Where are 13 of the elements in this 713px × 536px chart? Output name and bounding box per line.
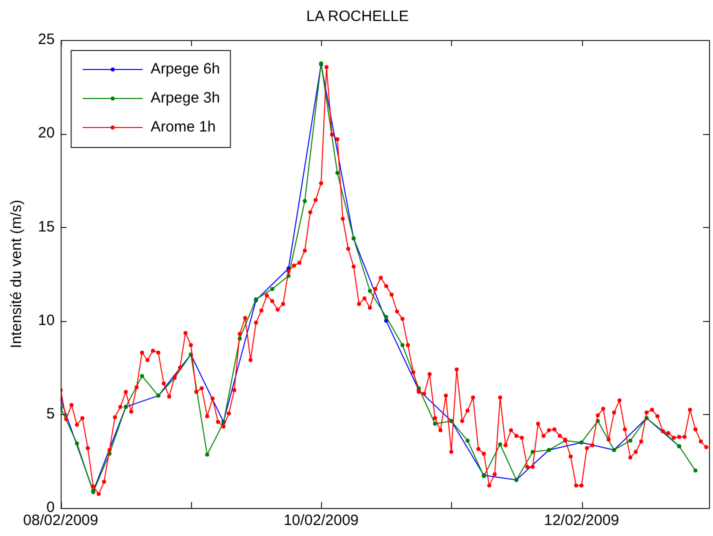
y-axis-title: Intensité du vent (m/s) xyxy=(8,200,26,348)
x-tick-label: 12/02/2009 xyxy=(544,512,620,530)
y-tick-label: 5 xyxy=(46,406,55,423)
legend-label: Arome 1h xyxy=(150,118,216,136)
legend-label: Arpege 6h xyxy=(150,60,220,78)
y-tick-label: 10 xyxy=(38,312,55,329)
y-tick-label: 15 xyxy=(38,218,55,236)
y-tick-label: 25 xyxy=(38,31,55,48)
legend-label: Arpege 3h xyxy=(150,90,220,107)
x-tick-label: 08/02/2009 xyxy=(23,512,98,530)
chart-title: LA ROCHELLE xyxy=(306,8,409,26)
x-tick-label: 10/02/2009 xyxy=(284,512,359,530)
y-tick-label: 20 xyxy=(38,124,55,142)
